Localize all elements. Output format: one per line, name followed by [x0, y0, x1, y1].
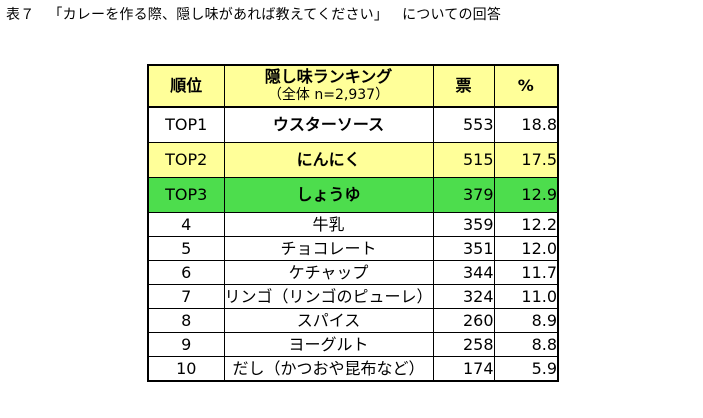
row-item: ヨーグルト [223, 332, 434, 357]
header-pct: % [493, 64, 559, 108]
row-pct: 17.5 [493, 142, 559, 178]
header-rank: 順位 [147, 64, 225, 108]
table-header-row: 順位 隠し味ランキング （全体 n=2,937） 票 % [147, 64, 559, 108]
row-rank: 4 [147, 212, 225, 237]
row-rank: TOP1 [147, 106, 225, 143]
row-rank: 10 [147, 356, 225, 382]
row-pct: 12.2 [493, 212, 559, 237]
table-row: 7 リンゴ（リンゴのピューレ） 324 11.0 [147, 284, 559, 309]
row-pct: 8.8 [493, 332, 559, 357]
row-item: ウスターソース [223, 106, 434, 143]
row-pct: 5.9 [493, 356, 559, 382]
ranking-table: 順位 隠し味ランキング （全体 n=2,937） 票 % TOP1 ウスターソー… [147, 64, 560, 382]
row-item: しょうゆ [223, 177, 434, 213]
row-pct: 18.8 [493, 106, 559, 143]
row-rank: 8 [147, 308, 225, 333]
row-item: だし（かつおや昆布など） [223, 356, 434, 382]
row-rank: TOP3 [147, 177, 225, 213]
row-rank: 6 [147, 260, 225, 285]
caption-suffix: についての回答 [402, 7, 502, 23]
header-item-subtitle: （全体 n=2,937） [267, 87, 390, 103]
row-pct: 11.0 [493, 284, 559, 309]
row-votes: 258 [432, 332, 495, 357]
caption-label: 表７ [6, 7, 35, 23]
row-item: 牛乳 [223, 212, 434, 237]
header-item-title: 隠し味ランキング [264, 67, 393, 86]
table-row: 6 ケチャップ 344 11.7 [147, 260, 559, 285]
row-votes: 515 [432, 142, 495, 178]
row-item: ケチャップ [223, 260, 434, 285]
table-caption: 表７ 「カレーを作る際、隠し味があれば教えてください」 についての回答 [6, 4, 501, 24]
header-item: 隠し味ランキング （全体 n=2,937） [223, 64, 434, 108]
row-rank: 7 [147, 284, 225, 309]
row-pct: 8.9 [493, 308, 559, 333]
row-votes: 344 [432, 260, 495, 285]
table-row: 10 だし（かつおや昆布など） 174 5.9 [147, 356, 559, 382]
header-votes: 票 [432, 64, 495, 108]
table-row: 9 ヨーグルト 258 8.8 [147, 332, 559, 357]
row-votes: 351 [432, 236, 495, 261]
row-pct: 12.0 [493, 236, 559, 261]
row-votes: 324 [432, 284, 495, 309]
row-rank: 5 [147, 236, 225, 261]
table-row: 4 牛乳 359 12.2 [147, 212, 559, 237]
row-rank: 9 [147, 332, 225, 357]
row-votes: 174 [432, 356, 495, 382]
caption-title: 「カレーを作る際、隠し味があれば教えてください」 [48, 7, 389, 23]
row-item: スパイス [223, 308, 434, 333]
row-votes: 260 [432, 308, 495, 333]
row-pct: 12.9 [493, 177, 559, 213]
table-row: TOP3 しょうゆ 379 12.9 [147, 177, 559, 213]
row-item: にんにく [223, 142, 434, 178]
row-rank: TOP2 [147, 142, 225, 178]
row-item: リンゴ（リンゴのピューレ） [223, 284, 434, 309]
row-votes: 359 [432, 212, 495, 237]
row-votes: 553 [432, 106, 495, 143]
table-row: 5 チョコレート 351 12.0 [147, 236, 559, 261]
row-item: チョコレート [223, 236, 434, 261]
row-pct: 11.7 [493, 260, 559, 285]
table-row: TOP2 にんにく 515 17.5 [147, 142, 559, 178]
table-row: 8 スパイス 260 8.9 [147, 308, 559, 333]
table-row: TOP1 ウスターソース 553 18.8 [147, 106, 559, 143]
row-votes: 379 [432, 177, 495, 213]
